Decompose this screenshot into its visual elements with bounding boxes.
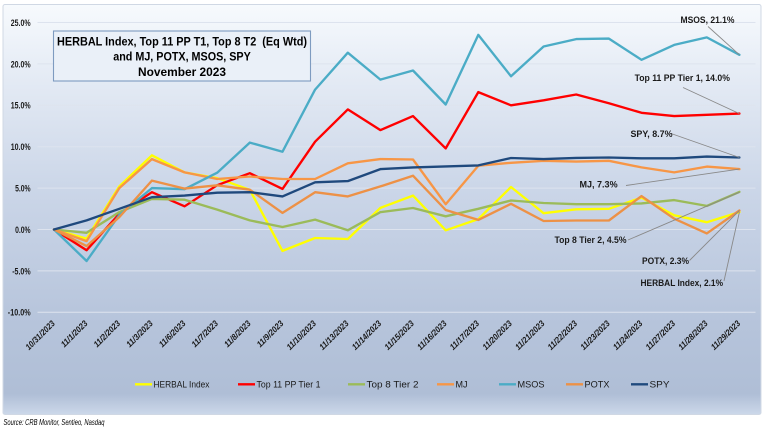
svg-text:20.0%: 20.0% bbox=[11, 59, 31, 70]
svg-text:10.0%: 10.0% bbox=[11, 142, 31, 153]
svg-text:MSOS, 21.1%: MSOS, 21.1% bbox=[681, 15, 735, 26]
svg-text:SPY: SPY bbox=[650, 380, 670, 390]
svg-text:and MJ, POTX, MSOS, SPY: and MJ, POTX, MSOS, SPY bbox=[113, 49, 251, 63]
svg-text:15.0%: 15.0% bbox=[11, 101, 31, 112]
svg-text:Top 11 PP Tier 1: Top 11 PP Tier 1 bbox=[257, 380, 321, 390]
svg-text:5.0%: 5.0% bbox=[15, 184, 31, 195]
svg-text:SPY, 8.7%: SPY, 8.7% bbox=[631, 129, 674, 140]
svg-text:Top 11 PP Tier 1, 14.0%: Top 11 PP Tier 1, 14.0% bbox=[635, 73, 731, 84]
svg-text:Source: CRB Monitor, Sentieo,: Source: CRB Monitor, Sentieo, Nasdaq bbox=[4, 417, 105, 427]
svg-text:Top 8 Tier 2, 4.5%: Top 8 Tier 2, 4.5% bbox=[555, 235, 627, 246]
svg-text:-5.0%: -5.0% bbox=[12, 266, 31, 277]
svg-text:POTX: POTX bbox=[585, 380, 610, 390]
svg-text:25.0%: 25.0% bbox=[11, 18, 31, 29]
svg-text:POTX, 2.3%: POTX, 2.3% bbox=[642, 256, 689, 267]
svg-text:MSOS: MSOS bbox=[518, 380, 545, 390]
svg-text:MJ: MJ bbox=[456, 380, 468, 390]
svg-text:HERBAL Index, Top 11 PP T1, To: HERBAL Index, Top 11 PP T1, Top 8 T2 (Eq… bbox=[57, 35, 307, 49]
svg-text:November 2023: November 2023 bbox=[138, 65, 226, 79]
svg-text:0.0%: 0.0% bbox=[15, 225, 31, 236]
svg-text:-10.0%: -10.0% bbox=[8, 308, 31, 319]
svg-text:Top 8 Tier 2: Top 8 Tier 2 bbox=[367, 380, 419, 390]
svg-text:HERBAL Index, 2.1%: HERBAL Index, 2.1% bbox=[641, 278, 724, 289]
svg-text:MJ, 7.3%: MJ, 7.3% bbox=[580, 180, 619, 191]
svg-text:HERBAL Index: HERBAL Index bbox=[154, 380, 210, 390]
